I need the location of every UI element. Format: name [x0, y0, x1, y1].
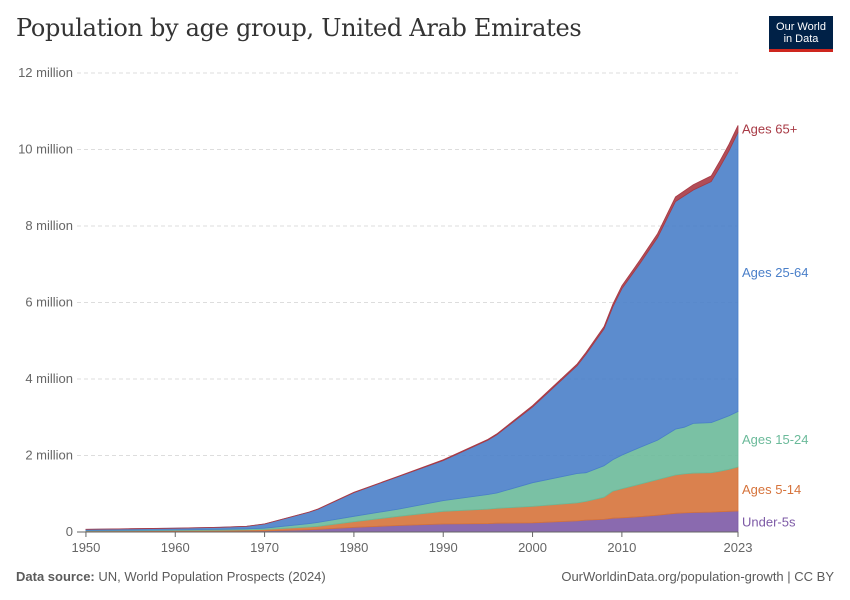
owid-logo[interactable]: Our World in Data	[769, 16, 833, 52]
citation[interactable]: OurWorldinData.org/population-growth | C…	[561, 569, 834, 584]
x-tick-label: 1970	[250, 540, 279, 555]
data-source: Data source: UN, World Population Prospe…	[16, 569, 326, 584]
x-tick-label: 2000	[518, 540, 547, 555]
y-tick-label: 12 million	[18, 65, 73, 80]
area-layer	[85, 125, 739, 533]
stacked-area-chart: 0 2 million 4 million 6 million 8 million 10 …	[18, 65, 809, 555]
area-ages-65	[85, 125, 739, 530]
series-label-layer: Under-5s Ages 5-14 Ages 15-24 Ages 25-64 Age…	[742, 121, 809, 529]
y-tick-label: 6 million	[25, 295, 73, 310]
y-tick-label: 0	[66, 524, 73, 539]
series-label-ages-65: Ages 65+	[742, 121, 797, 136]
y-tick-label: 10 million	[18, 142, 73, 157]
x-tick-label: 1950	[71, 540, 100, 555]
x-tick-label: 2010	[607, 540, 636, 555]
y-tick-label: 4 million	[25, 371, 73, 386]
x-tick-label: 2023	[724, 540, 753, 555]
grid-layer	[77, 72, 738, 456]
x-tick-label: 1980	[339, 540, 368, 555]
chart-title: Population by age group, United Arab Emi…	[16, 14, 582, 42]
logo-line-2: in Data	[783, 33, 819, 45]
series-label-ages-25-64: Ages 25-64	[742, 265, 809, 280]
logo-line-1: Our World	[776, 21, 826, 33]
x-tick-label: 1990	[429, 540, 458, 555]
y-tick-label: 8 million	[25, 218, 73, 233]
series-label-ages-15-24: Ages 15-24	[742, 432, 809, 447]
series-label-under-5s: Under-5s	[742, 514, 796, 529]
series-label-ages-5-14: Ages 5-14	[742, 482, 801, 497]
source-text[interactable]: UN, World Population Prospects (2024)	[98, 569, 326, 584]
axis-layer: 0 2 million 4 million 6 million 8 million 10 …	[18, 65, 752, 555]
x-tick-label: 1960	[161, 540, 190, 555]
y-tick-label: 2 million	[25, 448, 73, 463]
source-label: Data source:	[16, 569, 95, 584]
